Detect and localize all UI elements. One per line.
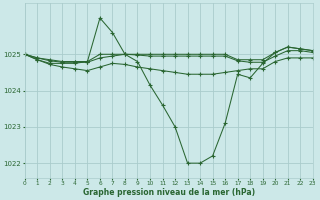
X-axis label: Graphe pression niveau de la mer (hPa): Graphe pression niveau de la mer (hPa): [83, 188, 255, 197]
